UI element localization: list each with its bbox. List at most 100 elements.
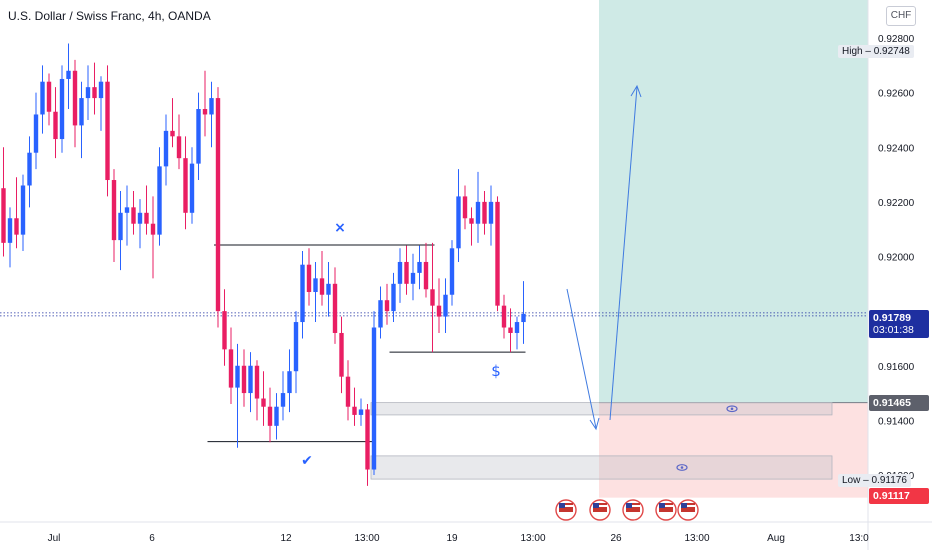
candle-body bbox=[397, 261, 403, 284]
bar-countdown: 03:01:38 bbox=[873, 324, 914, 336]
y-tick-label: 0.92400 bbox=[878, 143, 915, 154]
eye-icon bbox=[726, 405, 738, 413]
y-tick-label: 0.92200 bbox=[878, 198, 915, 209]
flag-icon-stripe bbox=[593, 505, 607, 507]
candle-body bbox=[274, 406, 279, 426]
candle-body bbox=[482, 201, 487, 224]
candle-body bbox=[384, 300, 390, 312]
x-tick-label: 13:00 bbox=[684, 533, 709, 544]
x-tick-label: Aug bbox=[767, 533, 785, 544]
candle-body bbox=[488, 201, 494, 224]
candle-body bbox=[59, 78, 65, 140]
candle-body bbox=[124, 207, 130, 213]
candle-body bbox=[202, 109, 208, 115]
candle-body bbox=[449, 248, 455, 295]
low-label: Low bbox=[842, 475, 861, 486]
candle-body bbox=[40, 81, 45, 115]
candle-body bbox=[261, 398, 266, 407]
flag-icon-stripe bbox=[681, 505, 695, 507]
candle-body bbox=[352, 406, 357, 415]
candle-body bbox=[131, 207, 136, 224]
candle-body bbox=[222, 311, 227, 350]
stop-loss-zone bbox=[599, 402, 868, 498]
flag-icon bbox=[626, 503, 640, 512]
candle-body bbox=[358, 409, 364, 415]
flag-icon-canton bbox=[626, 503, 632, 508]
candle-body bbox=[98, 81, 104, 99]
candle-body bbox=[508, 327, 513, 333]
candle-body bbox=[254, 365, 260, 399]
candle-body bbox=[118, 212, 123, 241]
stop-price-tag: 0.91117 bbox=[869, 488, 929, 504]
current-price-tag: 0.91789 03:01:38 bbox=[869, 310, 929, 338]
candle-body bbox=[404, 261, 409, 284]
demand-zone bbox=[370, 402, 833, 416]
candle-body bbox=[189, 163, 195, 213]
candle-body bbox=[27, 152, 32, 186]
candle-body bbox=[475, 201, 481, 224]
x-tick-label: 12 bbox=[280, 533, 292, 544]
x-tick-label: 19 bbox=[446, 533, 458, 544]
candle-body bbox=[1, 188, 6, 243]
candle-body bbox=[170, 130, 175, 137]
x-tick-label: 13:0 bbox=[849, 533, 869, 544]
eye-icon-pupil bbox=[680, 466, 684, 469]
candle-body bbox=[521, 313, 526, 323]
candle-body bbox=[85, 87, 91, 99]
candle-body bbox=[72, 70, 78, 126]
demand-zone bbox=[370, 455, 833, 480]
candle-body bbox=[423, 261, 429, 290]
flag-icon-stripe bbox=[626, 505, 640, 507]
candle-body bbox=[287, 371, 292, 394]
cross-marker: × bbox=[334, 220, 346, 236]
current-price: 0.91789 bbox=[873, 312, 911, 324]
candle-body bbox=[326, 283, 331, 295]
eye-icon-pupil bbox=[730, 407, 734, 411]
candle-body bbox=[105, 81, 110, 181]
candle-body bbox=[410, 272, 416, 284]
candle-body bbox=[495, 201, 500, 306]
dollar-marker: $ bbox=[491, 362, 501, 380]
candle-body bbox=[176, 136, 182, 159]
x-tick-label: 26 bbox=[610, 533, 622, 544]
x-tick-label: 6 bbox=[149, 533, 155, 544]
flag-icon bbox=[681, 503, 695, 512]
candle-body bbox=[293, 322, 299, 372]
candle-body bbox=[391, 283, 396, 312]
candle-body bbox=[111, 180, 117, 241]
candle-body bbox=[365, 409, 370, 470]
high-label: High bbox=[842, 46, 863, 57]
candle-body bbox=[20, 185, 26, 235]
currency-button[interactable]: CHF bbox=[886, 6, 916, 26]
candle-body bbox=[144, 212, 149, 224]
candle-body bbox=[371, 327, 377, 470]
high-value: 0.92748 bbox=[873, 46, 910, 57]
candle-body bbox=[150, 223, 156, 235]
candle-body bbox=[501, 305, 507, 328]
candle-body bbox=[33, 114, 39, 153]
candle-body bbox=[300, 264, 305, 323]
take-profit-zone bbox=[599, 0, 868, 403]
candle-body bbox=[7, 218, 13, 243]
x-tick-label: 13:00 bbox=[354, 533, 379, 544]
candle-body bbox=[163, 130, 169, 167]
candle-body bbox=[267, 406, 273, 426]
candle-body bbox=[157, 166, 162, 235]
candle-body bbox=[306, 264, 312, 293]
candle-body bbox=[235, 365, 240, 388]
x-tick-label: 13:00 bbox=[520, 533, 545, 544]
candle-body bbox=[319, 278, 325, 295]
candle-body bbox=[313, 278, 318, 293]
candle-body bbox=[241, 365, 247, 394]
projection-arrow-down bbox=[566, 288, 597, 429]
candle-body bbox=[430, 289, 435, 306]
zone-price-tag: 0.91465 bbox=[869, 395, 929, 411]
candle-body bbox=[137, 212, 143, 224]
flag-icon-canton bbox=[593, 503, 599, 508]
high-marker: High – 0.92748 bbox=[838, 45, 914, 58]
chart-title: U.S. Dollar / Swiss Franc, 4h, OANDA bbox=[8, 9, 211, 23]
candle-body bbox=[66, 70, 71, 79]
x-tick-label: Jul bbox=[48, 533, 61, 544]
flag-icon-stripe bbox=[559, 505, 573, 507]
